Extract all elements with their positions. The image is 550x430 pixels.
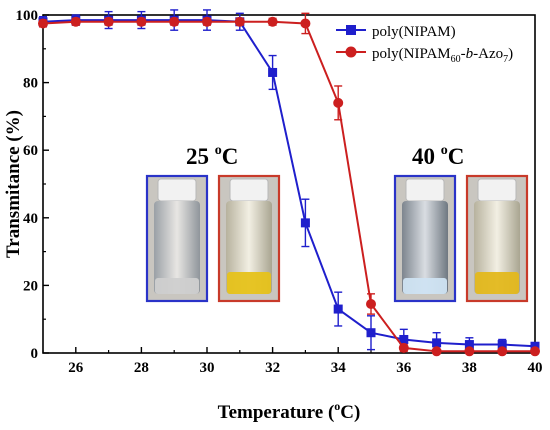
x-axis-title-sup: o [334, 399, 340, 413]
series-0-point [432, 338, 442, 348]
y-tick-label-100: 100 [16, 8, 39, 24]
y-axis-title: Transmitance (%) [3, 110, 24, 258]
x-tick-label-34: 34 [331, 360, 347, 376]
photo-nipam-25-frame [145, 174, 209, 303]
photo-azo-40-cap [477, 178, 517, 202]
x-axis-title-pre: Temperature ( [218, 402, 335, 423]
series-1-point [464, 346, 475, 357]
series-1-point [267, 16, 278, 27]
series-1-line [42, 20, 535, 353]
annotation-25c-unit: C [222, 144, 239, 169]
series-1-point [300, 18, 311, 29]
legend: poly(NIPAM) poly(NIPAM60-b-Azo7) [336, 24, 513, 65]
series-1-point [234, 16, 245, 27]
plot-frame [42, 14, 536, 354]
legend-azo-italic: b [466, 46, 474, 62]
annotation-25c-sup: o [215, 143, 222, 158]
series-0-point [300, 218, 310, 228]
annotation-25c: 25 oC [186, 143, 238, 169]
photo-azo-40 [465, 174, 529, 303]
series-0-point [333, 304, 343, 314]
legend-azo-suffix: ) [508, 46, 513, 62]
series-1-point [169, 16, 180, 27]
series-1-point [202, 16, 212, 27]
series-0-point [530, 341, 540, 351]
photo-azo-25 [217, 174, 281, 303]
series-group [38, 9, 540, 357]
legend-label-azo: poly(NIPAM60-b-Azo7) [372, 46, 513, 65]
annotation-40c-unit: C [448, 144, 465, 169]
legend-marker-square [346, 25, 356, 35]
legend-azo-prefix: poly(NIPAM [372, 46, 451, 62]
legend-azo-sub1: 60 [451, 54, 461, 65]
photo-group [145, 174, 529, 303]
annotation-40c: 40 oC [412, 143, 464, 169]
series-1-point [431, 346, 442, 357]
photo-nipam-40-liquid [403, 278, 447, 294]
photo-nipam-40-frame [393, 174, 457, 303]
photo-nipam-25-vial [154, 201, 200, 294]
y-tick-label-20: 20 [23, 278, 38, 294]
photo-nipam-40 [393, 174, 457, 303]
annotation-40c-sup: o [441, 143, 448, 158]
x-tick-label-26: 26 [68, 360, 84, 376]
series-0-point [268, 67, 278, 77]
x-tick-label-32: 32 [265, 360, 280, 376]
photo-nipam-40-cap [405, 178, 445, 202]
photo-azo-40-frame [465, 174, 529, 303]
legend-azo-sub2: 7 [503, 54, 508, 65]
series-1-point [103, 16, 114, 27]
photo-nipam-25-liquid [155, 278, 199, 294]
photo-nipam-25 [145, 174, 209, 303]
photo-azo-25-frame [217, 174, 281, 303]
legend-label-nipam: poly(NIPAM) [372, 24, 456, 40]
photo-azo-25-vial [226, 201, 272, 294]
annotation-40c-base: 40 [412, 144, 441, 169]
series-1-point [497, 346, 508, 357]
x-axis-title: Temperature (oC) [218, 399, 361, 423]
photo-azo-40-vial [474, 201, 520, 294]
x-tick-label-36: 36 [396, 360, 412, 376]
series-1-point [38, 18, 48, 29]
x-tick-label-38: 38 [462, 360, 477, 376]
series-1-point [366, 298, 376, 309]
photo-nipam-40-vial [402, 201, 448, 294]
x-axis-title-post: C) [340, 402, 360, 423]
x-tick-label-40: 40 [528, 360, 543, 376]
series-1-point [530, 346, 540, 357]
y-tick-label-60: 60 [23, 143, 38, 159]
photo-nipam-25-cap [157, 178, 197, 202]
series-0-line [42, 19, 536, 348]
x-tick-label-28: 28 [134, 360, 149, 376]
series-0-point [399, 334, 409, 344]
series-1-point [333, 97, 344, 108]
series-0-point [366, 328, 376, 338]
legend-azo-mid2: -Azo [473, 46, 503, 62]
x-tick-label-30: 30 [200, 360, 215, 376]
series-1-point [136, 16, 147, 27]
series-0-point [464, 340, 474, 350]
series-1-point [398, 342, 409, 353]
legend-azo-mid: - [461, 46, 466, 62]
series-1-point [70, 16, 81, 27]
y-axis: 0 20 40 60 80 100 [16, 8, 49, 362]
y-tick-label-80: 80 [23, 76, 38, 92]
y-tick-label-0: 0 [31, 346, 39, 362]
photo-azo-25-cap [229, 178, 269, 202]
photo-azo-40-liquid [475, 272, 519, 294]
annotation-25c-base: 25 [186, 144, 215, 169]
series-0-point [497, 340, 507, 350]
series-1 [38, 12, 540, 357]
legend-marker-circle [345, 46, 357, 58]
y-tick-label-40: 40 [23, 211, 38, 227]
photo-azo-25-liquid [227, 272, 271, 294]
